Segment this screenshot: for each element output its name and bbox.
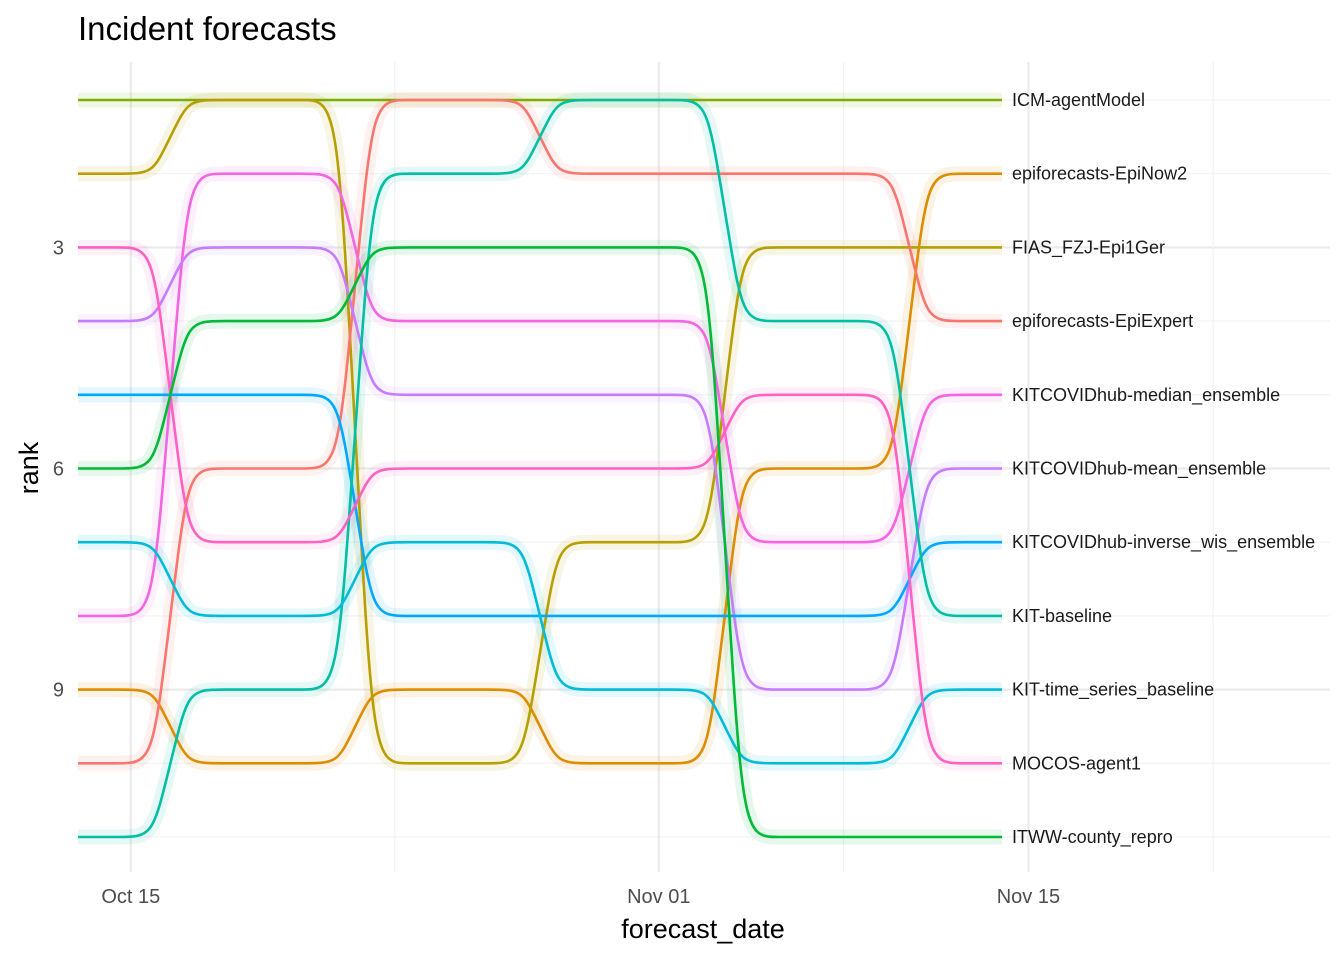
x-tick-label: Nov 15 — [997, 886, 1060, 908]
y-axis-ticks: 3 6 9 — [53, 237, 64, 701]
series-label: KITCOVIDhub-inverse_wis_ensemble — [1012, 532, 1315, 553]
series-label: FIAS_FZJ-Epi1Ger — [1012, 237, 1165, 258]
x-axis-ticks: Oct 15 Nov 01 Nov 15 — [101, 886, 1060, 908]
y-tick-label: 3 — [53, 237, 64, 259]
series-line — [78, 246, 1002, 765]
series-label: ICM-agentModel — [1012, 90, 1145, 110]
y-tick-label: 6 — [53, 459, 64, 481]
x-tick-label: Oct 15 — [101, 886, 160, 908]
series-label: epiforecasts-EpiNow2 — [1012, 164, 1187, 184]
series-line — [78, 98, 1002, 765]
series-label: KITCOVIDhub-mean_ensemble — [1012, 459, 1266, 480]
x-axis-title: forecast_date — [621, 914, 785, 944]
y-axis-title: rank — [14, 441, 44, 494]
series-line — [78, 246, 1002, 691]
series-labels: ICM-agentModel epiforecasts-EpiNow2 FIAS_F… — [1012, 90, 1315, 848]
series-line — [78, 393, 1002, 618]
series-halo — [78, 92, 1002, 771]
y-tick-label: 9 — [53, 680, 64, 702]
series-label: KITCOVIDhub-median_ensemble — [1012, 385, 1280, 406]
series-line — [78, 246, 1002, 839]
series-label: KIT-time_series_baseline — [1012, 680, 1214, 701]
series-label: MOCOS-agent1 — [1012, 753, 1141, 773]
series-line — [78, 172, 1002, 618]
x-tick-label: Nov 01 — [627, 886, 690, 908]
series-label: ITWW-county_repro — [1012, 827, 1173, 848]
chart-title: Incident forecasts — [78, 10, 337, 47]
series-line — [78, 540, 1002, 765]
series-line — [78, 172, 1002, 765]
series-halo — [78, 387, 1002, 624]
series-lines — [78, 98, 1002, 839]
series-label: KIT-baseline — [1012, 606, 1112, 626]
series-line — [78, 98, 1002, 839]
series-label: epiforecasts-EpiExpert — [1012, 311, 1193, 331]
